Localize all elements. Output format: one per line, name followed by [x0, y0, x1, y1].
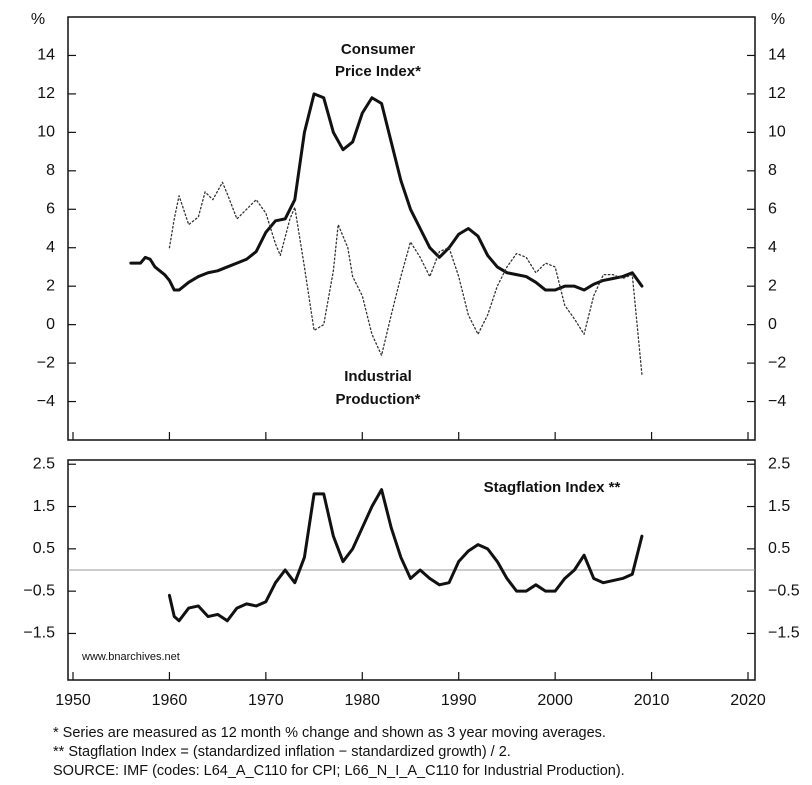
y-tick-label: −1.5: [23, 625, 55, 642]
x-tick-label: 2010: [634, 692, 670, 709]
y2-tick-label: 4: [768, 239, 777, 256]
y2-tick-label: 12: [768, 85, 786, 102]
y2-tick-label: 2.5: [768, 455, 790, 472]
x-tick-label: 2020: [730, 692, 766, 709]
y-tick-label: 0: [46, 316, 55, 333]
y-unit: %: [31, 11, 45, 28]
footnote: SOURCE: IMF (codes: L64_A_C110 for CPI; …: [53, 763, 625, 779]
y-tick-label: 8: [46, 162, 55, 179]
y-tick-label: 1.5: [33, 498, 55, 515]
y2-tick-label: 1.5: [768, 498, 790, 515]
y-tick-label: 2: [46, 277, 55, 294]
x-tick-label: 1960: [152, 692, 188, 709]
y-tick-label: −4: [37, 393, 55, 410]
x-tick-label: 1990: [441, 692, 477, 709]
series-line: [129, 92, 644, 292]
y2-tick-label: 14: [768, 47, 786, 64]
x-tick-label: 1970: [248, 692, 284, 709]
y-tick-label: 10: [37, 124, 55, 141]
panel-title: Stagflation Index **: [484, 479, 621, 496]
x-tick-label: 2000: [537, 692, 573, 709]
footnote: ** Stagflation Index = (standardized inf…: [53, 744, 511, 760]
y2-tick-label: 8: [768, 162, 777, 179]
footnote: * Series are measured as 12 month % chan…: [53, 725, 606, 741]
y-tick-label: 14: [37, 47, 55, 64]
y2-tick-label: 6: [768, 200, 777, 217]
series-line: [168, 181, 643, 376]
annotation: Production*: [336, 391, 421, 408]
top-panel-frame: [67, 16, 756, 441]
y2-unit: %: [771, 11, 785, 28]
y-tick-label: 0.5: [33, 540, 55, 557]
y2-tick-label: 0: [768, 316, 777, 333]
y-tick-label: 12: [37, 85, 55, 102]
y2-tick-label: 10: [768, 124, 786, 141]
y2-tick-label: −0.5: [768, 582, 800, 599]
annotation: Industrial: [344, 368, 412, 385]
watermark: www.bnarchives.net: [81, 651, 180, 663]
x-tick-label: 1980: [344, 692, 380, 709]
y2-tick-label: −1.5: [768, 625, 800, 642]
annotation: Price Index*: [335, 63, 421, 80]
y-tick-label: 6: [46, 200, 55, 217]
y-tick-label: −2: [37, 354, 55, 371]
y2-tick-label: 2: [768, 277, 777, 294]
x-tick-label: 1950: [55, 692, 91, 709]
y2-tick-label: −2: [768, 354, 786, 371]
y2-tick-label: 0.5: [768, 540, 790, 557]
y-tick-label: 4: [46, 239, 55, 256]
y2-tick-label: −4: [768, 393, 786, 410]
annotation: Consumer: [341, 41, 415, 58]
y-tick-label: 2.5: [33, 455, 55, 472]
series-line: [167, 488, 644, 623]
y-tick-label: −0.5: [23, 582, 55, 599]
